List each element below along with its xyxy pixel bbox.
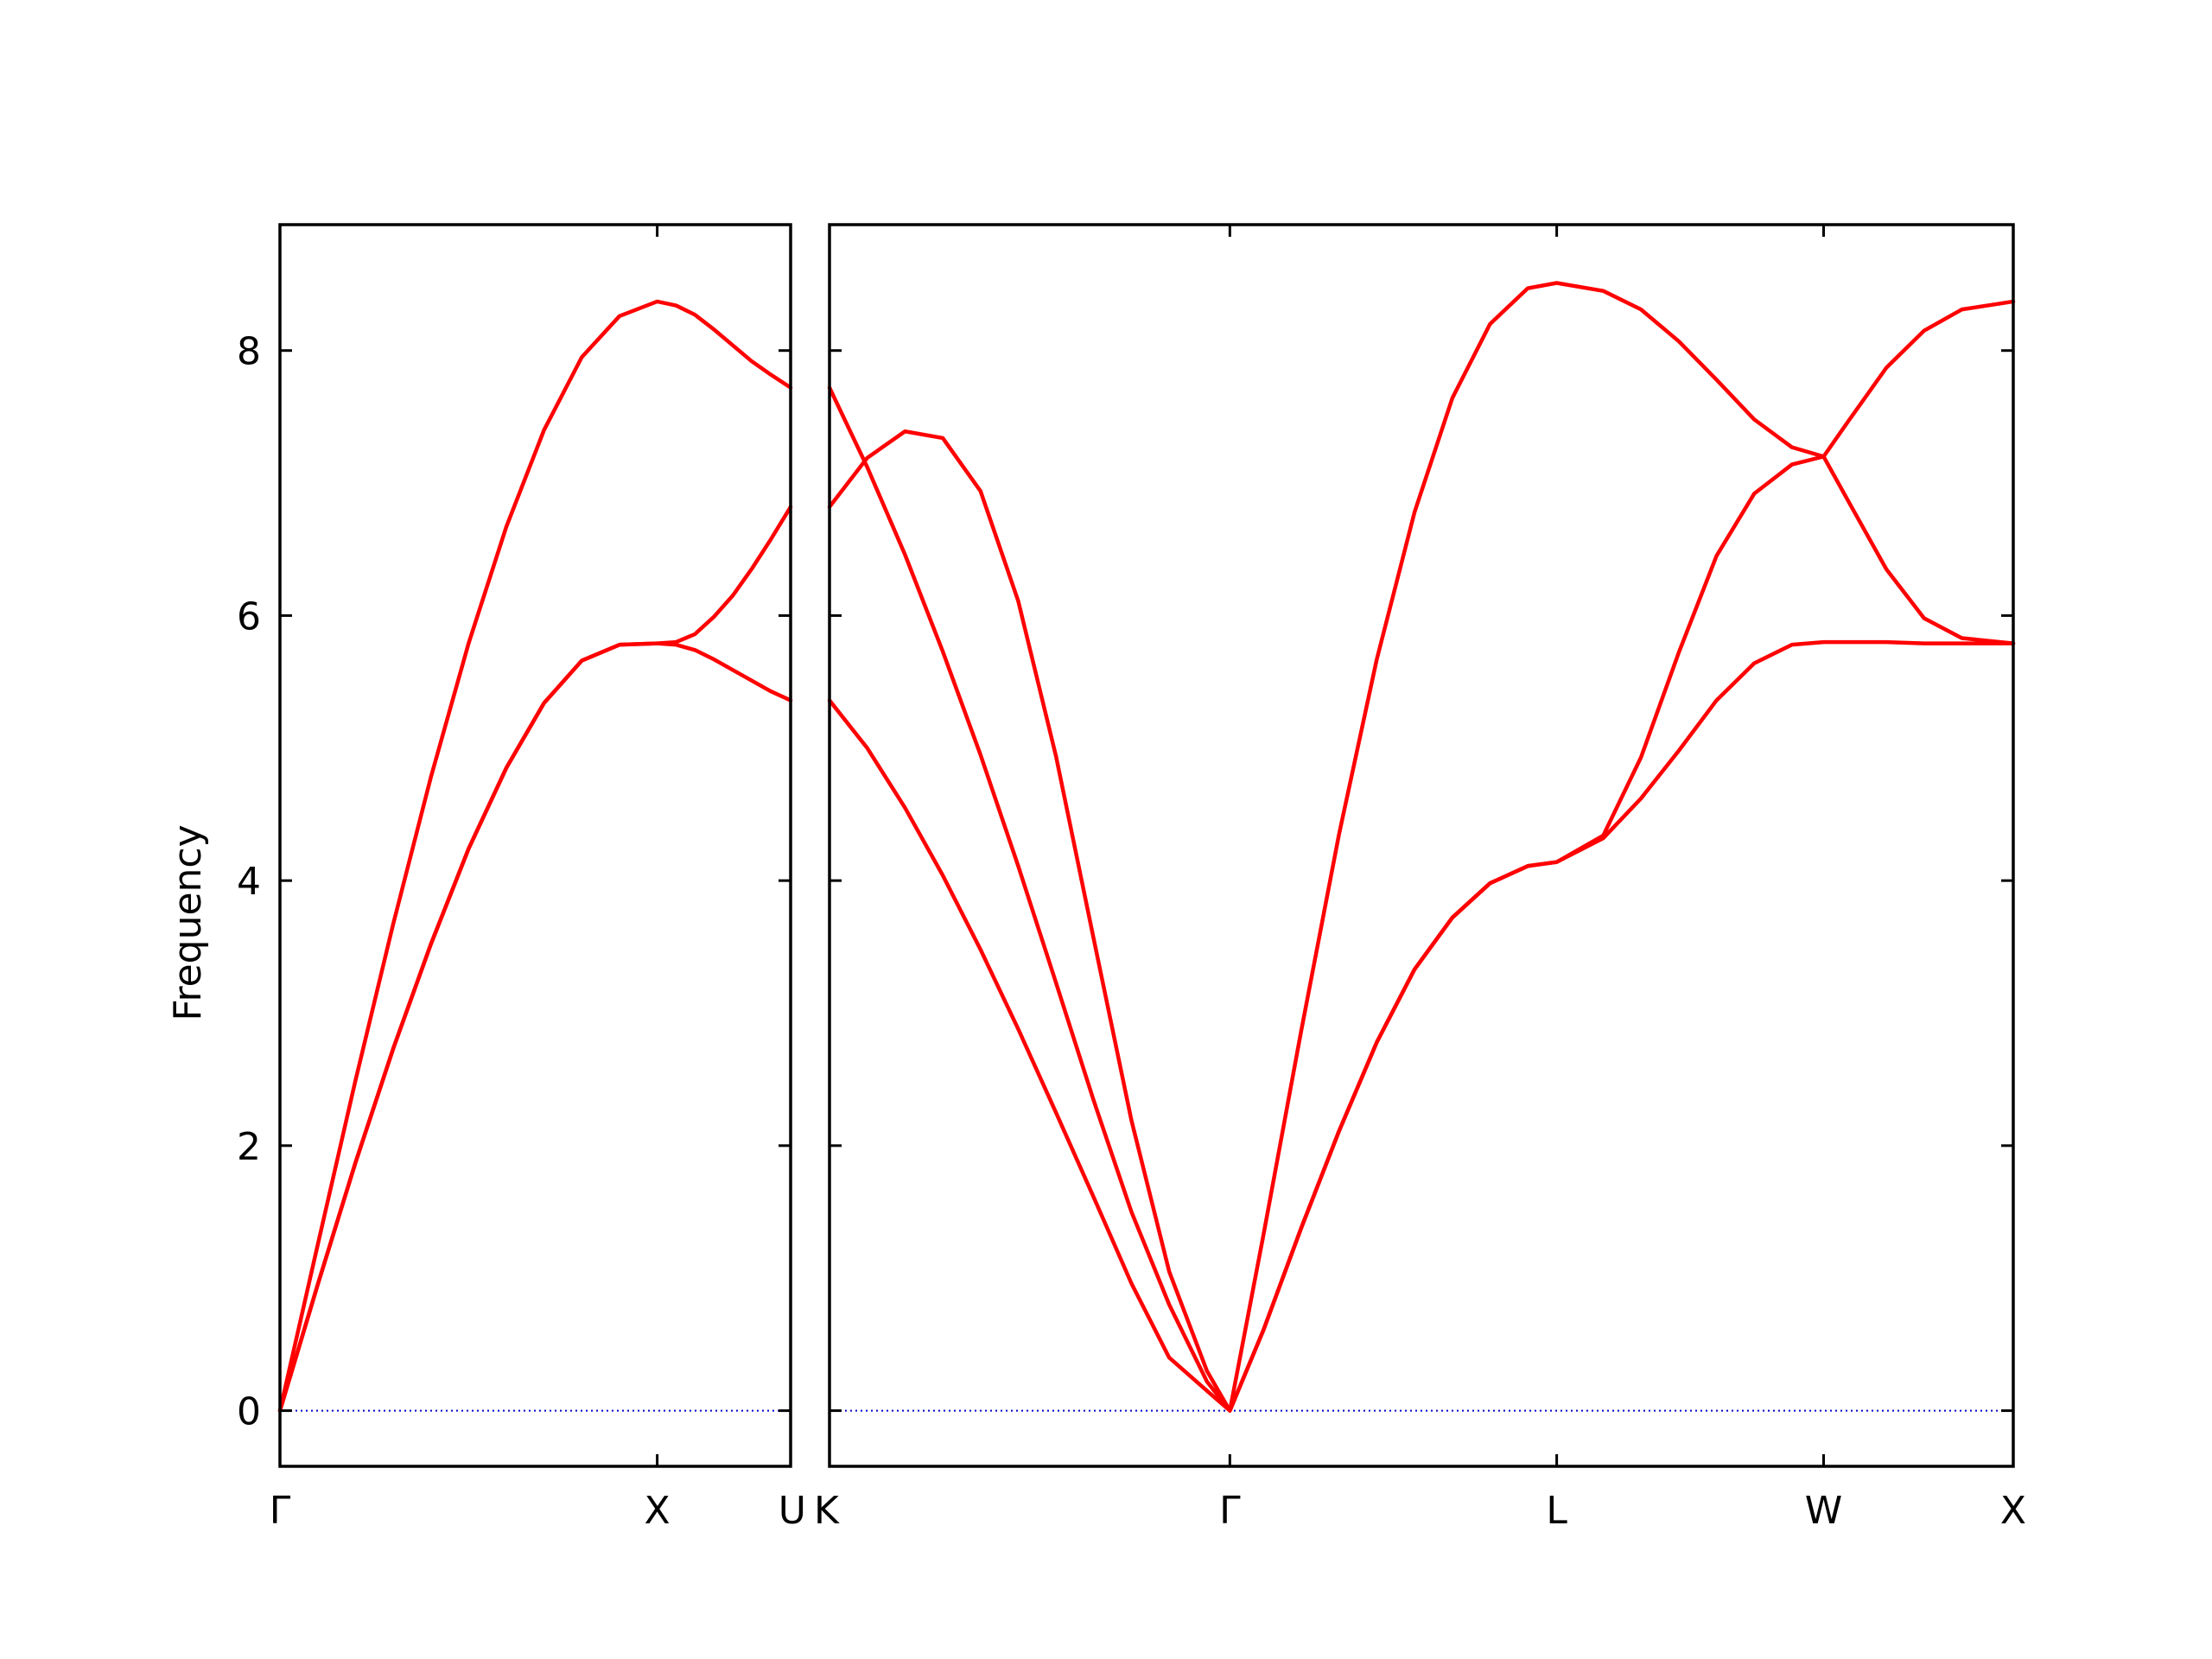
band-3: [827, 639, 2016, 1413]
band-2: [827, 429, 2016, 1413]
x-tick-label: U: [779, 1489, 806, 1533]
panel-1: 0 2 4 6 8 Γ X U: [237, 223, 806, 1533]
y-tick-label: 2: [237, 1125, 261, 1169]
y-tick-label: 6: [237, 594, 261, 639]
y-axis-label: Frequency: [166, 824, 210, 1020]
y-tick-label: 0: [237, 1390, 261, 1434]
x-tick-label: L: [1546, 1489, 1567, 1533]
band-3: [277, 641, 793, 1413]
plot-frame: [278, 223, 792, 1468]
x-tick-label: Γ: [270, 1489, 291, 1533]
band-1: [827, 281, 2016, 1413]
x-tick-label: K: [814, 1489, 840, 1533]
band-1: [277, 299, 793, 1413]
x-tick-label: X: [645, 1489, 671, 1533]
y-tick-label: 8: [237, 330, 261, 374]
plot-panels: 0 2 4 6 8 Γ X U K Γ L W X: [237, 223, 2026, 1533]
plot-frame: [828, 223, 2015, 1468]
y-tick-label: 4: [237, 860, 261, 904]
band-2: [277, 505, 793, 1413]
x-tick-label: Γ: [1219, 1489, 1241, 1533]
x-tick-label: X: [2000, 1489, 2026, 1533]
x-tick-label: W: [1805, 1489, 1843, 1533]
